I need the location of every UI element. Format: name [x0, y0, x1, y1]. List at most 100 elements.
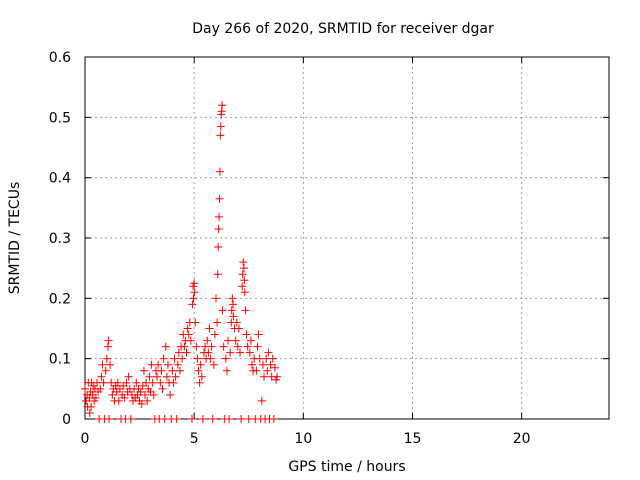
data-point	[170, 354, 179, 363]
data-point	[184, 330, 193, 339]
data-point	[180, 342, 189, 351]
data-point	[97, 372, 106, 381]
data-point	[228, 294, 237, 303]
data-point	[154, 360, 163, 369]
data-point	[266, 360, 275, 369]
data-point	[225, 415, 234, 423]
data-point	[145, 372, 154, 381]
data-point	[161, 342, 170, 351]
x-tick-label: 20	[513, 431, 531, 447]
x-tick-label: 15	[404, 431, 422, 447]
y-tick-label: 0.1	[49, 352, 71, 368]
data-point	[157, 366, 166, 375]
grid	[85, 57, 609, 419]
data-point	[237, 415, 246, 423]
data-point	[141, 390, 150, 399]
data-point	[198, 415, 207, 423]
data-point	[221, 354, 230, 363]
y-axis-label: SRMTID / TECUs	[7, 182, 23, 295]
data-point	[96, 384, 105, 393]
data-point	[137, 399, 146, 408]
data-point	[264, 348, 273, 357]
y-tick-label: 0	[62, 412, 71, 428]
data-point	[218, 101, 227, 110]
data-point	[87, 402, 96, 411]
data-point	[104, 336, 113, 345]
data-points	[81, 101, 282, 423]
data-point	[206, 354, 215, 363]
x-axis-label: GPS time / hours	[288, 459, 405, 475]
data-point	[175, 366, 184, 375]
data-point	[197, 372, 206, 381]
data-point	[253, 342, 262, 351]
data-point	[245, 348, 254, 357]
data-point	[213, 270, 222, 279]
data-point	[122, 378, 131, 387]
data-point	[263, 366, 272, 375]
y-tick-label: 0.6	[49, 50, 71, 66]
data-point	[163, 360, 172, 369]
data-point	[208, 415, 217, 423]
data-point	[103, 342, 112, 351]
data-point	[258, 360, 267, 369]
data-point	[232, 318, 241, 327]
data-point	[239, 258, 248, 267]
data-point	[162, 372, 171, 381]
data-point	[174, 348, 183, 357]
data-point	[240, 288, 249, 297]
data-point	[231, 336, 240, 345]
data-point	[260, 372, 269, 381]
data-point	[183, 324, 192, 333]
axis-ticks: 0 0.1 0.2 0.3 0.4 0.5 0.6 0 5 10 15 20	[49, 50, 609, 447]
data-point	[143, 396, 152, 405]
data-point	[190, 288, 199, 297]
data-point	[148, 378, 157, 387]
data-point	[139, 366, 148, 375]
data-point	[108, 390, 117, 399]
data-point	[229, 300, 238, 309]
data-point	[169, 378, 178, 387]
data-point	[240, 276, 249, 285]
data-point	[194, 366, 203, 375]
data-point	[239, 264, 248, 273]
data-point	[241, 306, 250, 315]
data-point	[219, 342, 228, 351]
x-tick-label: 0	[81, 431, 90, 447]
data-point	[214, 243, 223, 252]
data-point	[158, 384, 167, 393]
data-point	[269, 415, 278, 423]
data-point	[149, 390, 158, 399]
data-point	[172, 415, 181, 423]
data-point	[191, 318, 200, 327]
data-point	[224, 336, 233, 345]
data-point	[216, 131, 225, 140]
data-point	[188, 300, 197, 309]
data-point	[254, 330, 263, 339]
data-point	[209, 360, 218, 369]
data-point	[234, 324, 243, 333]
data-point	[226, 348, 235, 357]
data-point	[171, 372, 180, 381]
data-point	[166, 390, 175, 399]
y-tick-label: 0.5	[49, 110, 71, 126]
data-point	[246, 336, 255, 345]
data-point	[106, 360, 115, 369]
data-point	[156, 378, 165, 387]
data-point	[248, 360, 257, 369]
data-point	[257, 396, 266, 405]
x-tick-label: 5	[190, 431, 199, 447]
data-point	[124, 372, 133, 381]
data-point	[105, 415, 114, 423]
data-point	[210, 330, 219, 339]
data-point	[268, 354, 277, 363]
data-point	[203, 336, 212, 345]
data-point	[99, 378, 108, 387]
data-point	[233, 342, 242, 351]
data-point	[204, 348, 213, 357]
data-point	[81, 384, 89, 393]
data-point	[193, 354, 202, 363]
data-point	[222, 366, 231, 375]
data-point	[101, 366, 110, 375]
data-point	[159, 354, 168, 363]
